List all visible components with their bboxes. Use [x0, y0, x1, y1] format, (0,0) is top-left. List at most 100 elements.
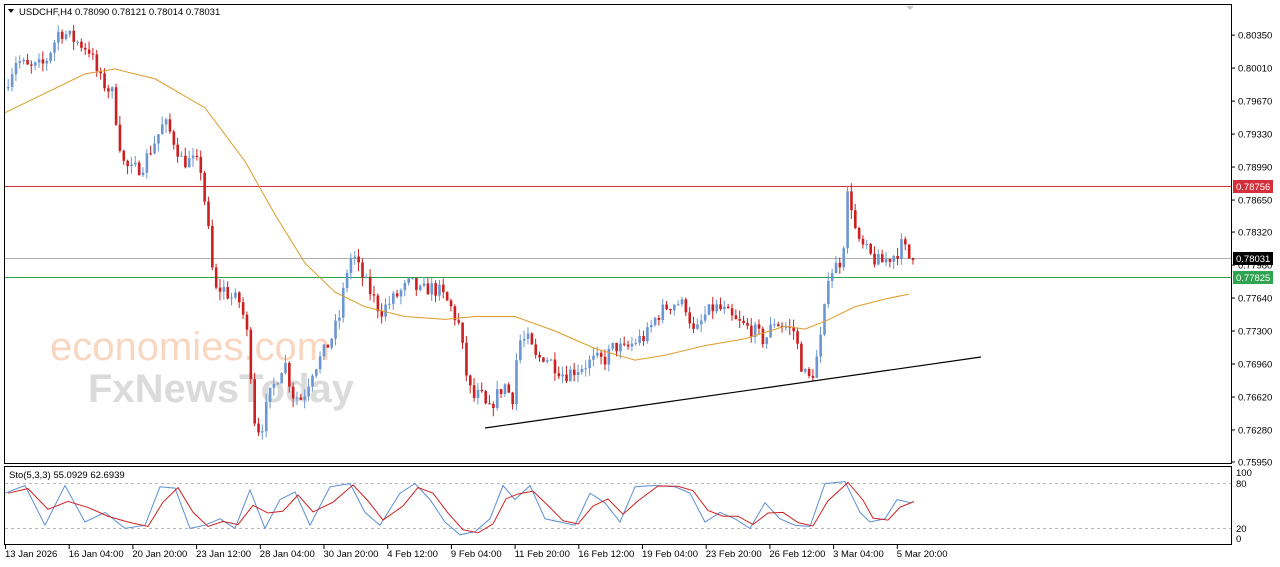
current-price-label: 0.78031 [1236, 254, 1270, 265]
candle-bullish [546, 360, 549, 362]
candle-bullish [264, 401, 268, 432]
y-tick-label: 0.80350 [1238, 31, 1272, 42]
candle-bearish [484, 391, 487, 404]
stochastic-signal-line [7, 481, 915, 534]
candle-bearish [777, 324, 780, 327]
y-tick-label: 0.76960 [1238, 360, 1272, 371]
candle-bearish [149, 153, 153, 155]
candle-bullish [438, 284, 441, 296]
candle-bearish [730, 308, 734, 316]
candle-bearish [241, 302, 245, 315]
candle-bullish [630, 343, 634, 347]
candle-bearish [811, 375, 815, 378]
candle-bullish [315, 369, 318, 376]
y-tick-label: 0.78320 [1238, 228, 1272, 239]
candle-bearish [461, 322, 464, 343]
candle-bearish [368, 276, 372, 295]
y-tick-label: 0.76280 [1238, 425, 1272, 436]
resistance-price-label: 0.78756 [1236, 182, 1270, 193]
candle-bearish [746, 322, 749, 326]
x-tick-label: 23 Feb 20:00 [706, 549, 762, 560]
candle-bearish [742, 320, 745, 323]
candle-bullish [892, 256, 896, 262]
candle-bullish [134, 162, 137, 165]
candle-bearish [684, 299, 688, 313]
candle-bearish [60, 31, 64, 39]
candle-bullish [526, 333, 530, 339]
candle-bullish [145, 153, 149, 173]
scroll-marker-icon[interactable] [906, 6, 914, 10]
candle-bullish [284, 362, 287, 374]
candle-bullish [773, 324, 776, 326]
chart-header: USDCHF,H4 0.78090 0.78121 0.78014 0.7803… [19, 7, 220, 18]
candle-bearish [492, 403, 495, 409]
candle-bullish [57, 31, 60, 43]
candle-bullish [476, 389, 480, 398]
candle-bearish [249, 329, 253, 380]
stoch-axis-0: 0 [1236, 534, 1241, 545]
candle-bearish [854, 210, 857, 228]
candle-bearish [426, 283, 430, 295]
candle-bearish [850, 191, 853, 211]
candle-bearish [172, 131, 176, 145]
x-tick-label: 19 Feb 04:00 [642, 549, 698, 560]
candle-bullish [130, 164, 133, 167]
candle-bullish [430, 283, 434, 295]
candle-bearish [480, 389, 484, 392]
candle-bearish [372, 294, 376, 296]
candle-bullish [611, 342, 615, 349]
candle-bullish [164, 119, 168, 125]
candle-bearish [122, 150, 126, 161]
y-tick-label: 0.79330 [1238, 130, 1272, 141]
candle-bullish [673, 304, 676, 311]
candle-bullish [311, 375, 314, 387]
candle-bullish [877, 254, 880, 265]
candle-bullish [399, 290, 403, 297]
x-tick-label: 13 Jan 2026 [5, 549, 57, 560]
candle-bullish [676, 304, 680, 306]
candle-bearish [299, 397, 303, 400]
candle-bullish [715, 304, 718, 312]
candle-bearish [80, 41, 83, 48]
candle-bearish [99, 70, 102, 74]
stoch-axis-100: 100 [1236, 468, 1252, 479]
candle-bearish [807, 369, 811, 376]
candle-bullish [580, 369, 584, 372]
candle-bearish [888, 259, 892, 262]
candle-bearish [896, 256, 899, 259]
candle-bearish [87, 49, 91, 54]
candle-bearish [761, 328, 765, 344]
x-tick-label: 28 Jan 04:00 [260, 549, 315, 560]
current-price-tag: 0.78031 [1233, 252, 1273, 265]
candle-bearish [507, 384, 511, 393]
candle-bullish [696, 324, 699, 329]
chart-menu-triangle-icon[interactable] [8, 9, 14, 13]
candle-bearish [72, 30, 76, 42]
candle-bullish [803, 369, 807, 372]
candle-bearish [665, 304, 668, 310]
candle-bullish [884, 259, 888, 263]
candle-bullish [341, 288, 345, 318]
x-tick-label: 4 Feb 12:00 [387, 549, 438, 560]
ascending-trendline[interactable] [484, 356, 982, 429]
candle-bullish [349, 258, 353, 274]
candle-bearish [453, 306, 457, 321]
candle-bearish [530, 333, 534, 345]
candle-bearish [642, 335, 645, 342]
candle-bearish [257, 423, 260, 433]
candle-bullish [384, 304, 387, 317]
candle-bearish [449, 300, 453, 307]
candle-bullish [653, 317, 657, 326]
candle-bearish [195, 155, 199, 157]
candle-bearish [553, 359, 557, 374]
candle-bullish [18, 61, 22, 64]
candle-bearish [218, 287, 222, 292]
candle-bullish [646, 327, 649, 342]
candle-bearish [114, 87, 118, 125]
candle-bullish [576, 371, 580, 376]
candle-bullish [33, 62, 37, 66]
candle-bullish [703, 314, 707, 321]
candle-bullish [157, 134, 160, 144]
candle-bearish [395, 293, 399, 297]
candle-bullish [561, 374, 564, 377]
